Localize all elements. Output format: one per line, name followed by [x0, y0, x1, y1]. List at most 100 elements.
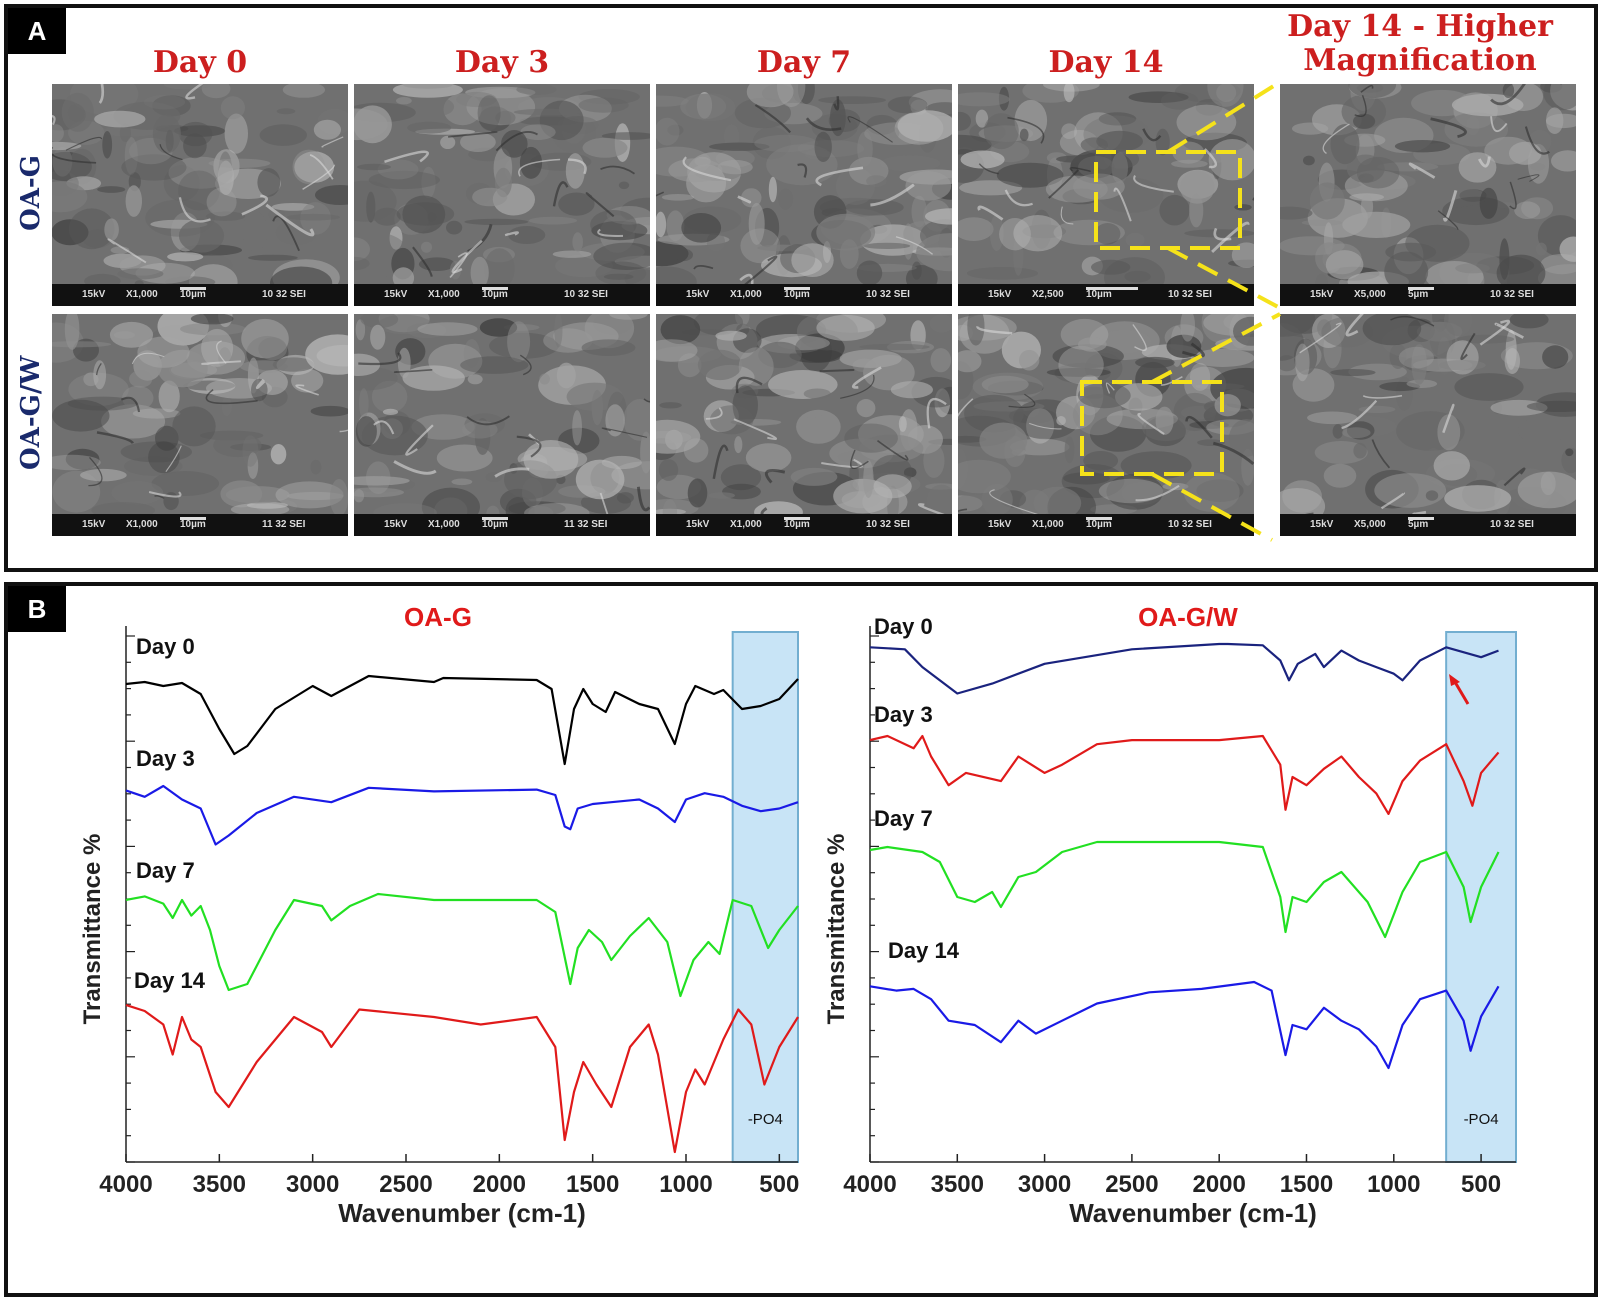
- sem-info: 10 32 SEI: [1490, 289, 1534, 300]
- sem-info-bar: 15kV X1,000 10µm 11 32 SEI: [354, 514, 650, 536]
- x-tick-label: 2000: [1192, 1171, 1245, 1198]
- sem-info: 10 32 SEI: [1490, 519, 1534, 530]
- sem-info-bar: 15kV X1,000 10µm 10 32 SEI: [656, 284, 952, 306]
- sem-magnification: X2,500: [1032, 289, 1064, 300]
- column-title-day7: Day 7: [756, 45, 852, 80]
- sem-texture: [1280, 84, 1576, 284]
- sem-scale-bar: [1086, 287, 1138, 290]
- sem-texture: [52, 84, 348, 284]
- series-line: [125, 784, 799, 846]
- sem-magnification: X5,000: [1354, 289, 1386, 300]
- sem-image: 15kV X2,500 10µm 10 32 SEI: [958, 84, 1254, 306]
- panel-a-label: A: [8, 8, 66, 54]
- sem-voltage: 15kV: [988, 289, 1012, 300]
- sem-texture: [52, 314, 348, 514]
- sem-image: 15kV X1,000 10µm 10 32 SEI: [656, 84, 952, 306]
- y-axis-label: Transmittance %: [79, 834, 106, 1025]
- po4-highlight-band: [1445, 631, 1517, 1163]
- sem-texture: [656, 314, 952, 514]
- sem-voltage: 15kV: [82, 289, 106, 300]
- sem-info-bar: 15kV X1,000 10µm 10 32 SEI: [958, 514, 1254, 536]
- sem-scale-bar: [1086, 517, 1112, 520]
- sem-scale-label: 5µm: [1408, 519, 1429, 530]
- sem-info: 10 32 SEI: [866, 519, 910, 530]
- sem-scale-bar: [482, 517, 508, 520]
- sem-scale-label: 10µm: [482, 519, 508, 530]
- series-line: [125, 674, 799, 766]
- sem-scale-label: 10µm: [482, 289, 508, 300]
- sem-info: 10 32 SEI: [262, 289, 306, 300]
- sem-scale-label: 10µm: [1086, 519, 1112, 530]
- sem-info: 10 32 SEI: [564, 289, 608, 300]
- sem-scale-label: 10µm: [784, 289, 810, 300]
- sem-scale-bar: [180, 287, 206, 290]
- sem-magnification: X1,000: [730, 519, 762, 530]
- sem-image: 15kV X5,000 5µm 10 32 SEI: [1280, 84, 1576, 306]
- series-label: Day 0: [136, 634, 195, 659]
- column-title-day0: Day 0: [152, 45, 248, 80]
- column-title-day14-higher-magnification: Day 14 - Higher Magnification: [1287, 9, 1553, 78]
- series-label: Day 14: [888, 938, 960, 963]
- sem-texture: [958, 314, 1254, 514]
- sem-image: 15kV X1,000 10µm 10 32 SEI: [52, 84, 348, 306]
- sem-scale-label: 10µm: [784, 519, 810, 530]
- sem-texture: [354, 84, 650, 284]
- x-tick-label: 1500: [1280, 1171, 1333, 1198]
- sem-texture: [1280, 314, 1576, 514]
- sem-scale-bar: [1408, 287, 1434, 290]
- sem-image: 15kV X1,000 10µm 10 32 SEI: [958, 314, 1254, 536]
- sem-info-bar: 15kV X1,000 10µm 10 32 SEI: [354, 284, 650, 306]
- po4-label: -PO4: [1464, 1111, 1499, 1128]
- sem-scale-label: 10µm: [180, 289, 206, 300]
- x-tick-label: 4000: [99, 1171, 152, 1198]
- chart-title: OA-G: [404, 602, 472, 632]
- row-label-oa-g-w: OA-G/W: [16, 355, 46, 470]
- series-label: Day 7: [874, 806, 933, 831]
- sem-texture: [958, 84, 1254, 284]
- sem-info-bar: 15kV X5,000 5µm 10 32 SEI: [1280, 514, 1576, 536]
- sem-info: 10 32 SEI: [1168, 289, 1212, 300]
- sem-scale-bar: [784, 287, 810, 290]
- column-title-day3: Day 3: [454, 45, 550, 80]
- x-axis-label: Wavenumber (cm-1): [1069, 1198, 1317, 1228]
- sem-texture: [354, 314, 650, 514]
- x-tick-label: 3000: [1018, 1171, 1071, 1198]
- sem-scale-bar: [784, 517, 810, 520]
- x-tick-label: 3000: [286, 1171, 339, 1198]
- x-tick-label: 1000: [1367, 1171, 1420, 1198]
- x-tick-label: 3500: [193, 1171, 246, 1198]
- sem-image: 15kV X1,000 10µm 10 32 SEI: [354, 84, 650, 306]
- x-tick-label: 2500: [379, 1171, 432, 1198]
- sem-image: 15kV X5,000 5µm 10 32 SEI: [1280, 314, 1576, 536]
- sem-voltage: 15kV: [686, 289, 710, 300]
- sem-info: 10 32 SEI: [866, 289, 910, 300]
- sem-texture: [656, 84, 952, 284]
- sem-voltage: 15kV: [1310, 519, 1334, 530]
- panel-b-label: B: [8, 586, 66, 632]
- sem-magnification: X1,000: [428, 519, 460, 530]
- x-tick-label: 2000: [473, 1171, 526, 1198]
- sem-info-bar: 15kV X5,000 5µm 10 32 SEI: [1280, 284, 1576, 306]
- series-line: [125, 892, 799, 998]
- series-line: [869, 840, 1500, 939]
- sem-voltage: 15kV: [82, 519, 106, 530]
- sem-info: 11 32 SEI: [564, 519, 608, 530]
- po4-highlight-band: [731, 631, 800, 1163]
- sem-voltage: 15kV: [1310, 289, 1334, 300]
- panel-b: B -PO4 OA-G 4000 3500 3000 2500 2000 1500 1000 50…: [4, 582, 1598, 1297]
- column-title-day14: Day 14: [1048, 45, 1164, 80]
- sem-magnification: X1,000: [730, 289, 762, 300]
- x-tick-label: 2500: [1105, 1171, 1158, 1198]
- sem-info-bar: 15kV X1,000 10µm 10 32 SEI: [656, 514, 952, 536]
- sem-info-bar: 15kV X2,500 10µm 10 32 SEI: [958, 284, 1254, 306]
- x-axis-label: Wavenumber (cm-1): [338, 1198, 586, 1228]
- sem-voltage: 15kV: [384, 519, 408, 530]
- sem-scale-label: 10µm: [1086, 289, 1112, 300]
- sem-voltage: 15kV: [686, 519, 710, 530]
- sem-info-bar: 15kV X1,000 10µm 11 32 SEI: [52, 514, 348, 536]
- chart-title: OA-G/W: [1138, 602, 1238, 632]
- row-label-oa-g: OA-G: [16, 155, 46, 231]
- x-tick-label: 500: [759, 1171, 799, 1198]
- sem-image: 15kV X1,000 10µm 11 32 SEI: [52, 314, 348, 536]
- x-tick-label: 3500: [931, 1171, 984, 1198]
